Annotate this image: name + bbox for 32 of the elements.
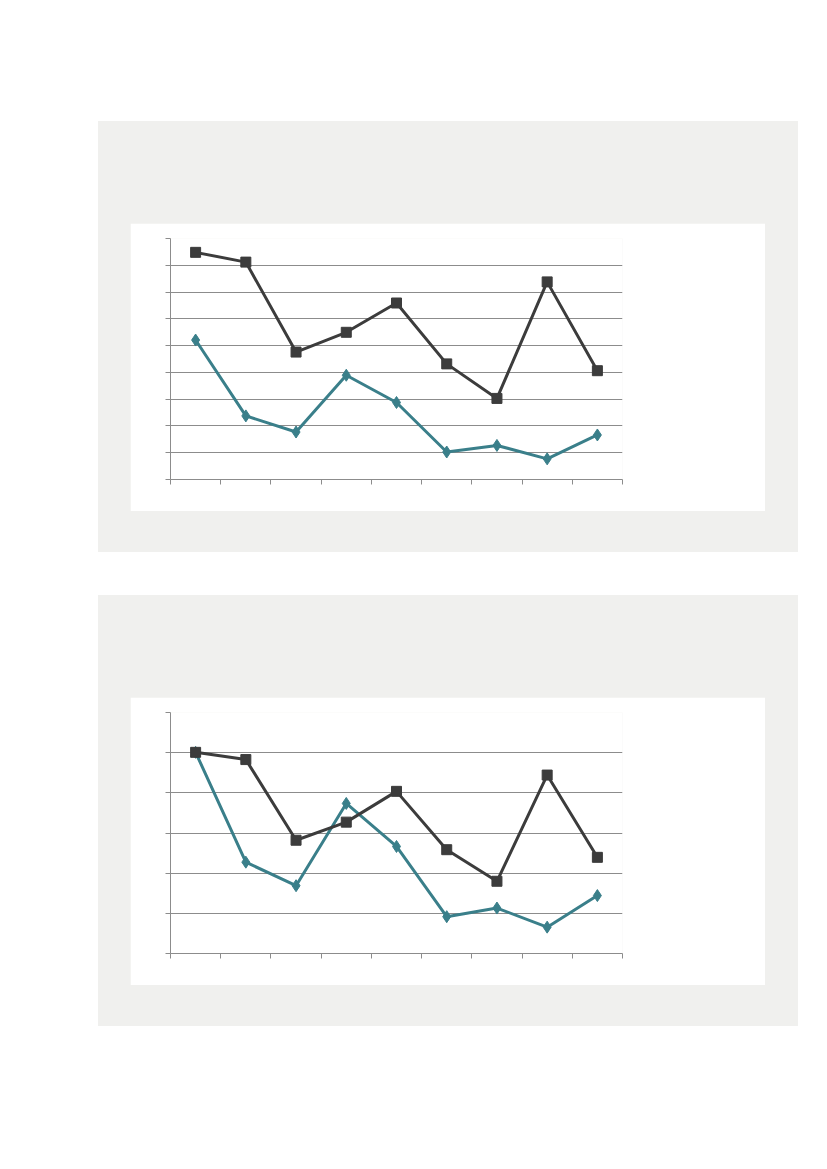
point: [542, 920, 552, 934]
point: [591, 365, 603, 377]
point: [290, 346, 302, 358]
point: [291, 425, 301, 439]
point: [541, 276, 553, 288]
point: [241, 855, 251, 869]
point: [241, 409, 251, 423]
point: [340, 326, 352, 338]
point: [341, 796, 351, 810]
point: [391, 785, 402, 797]
point: [240, 754, 252, 766]
point: [492, 438, 502, 452]
point: [191, 333, 201, 347]
point: [542, 452, 552, 466]
point: [442, 445, 452, 459]
point: [491, 392, 503, 404]
point: [592, 889, 602, 903]
point: [240, 256, 252, 268]
point: [441, 358, 453, 370]
point: [541, 769, 553, 781]
point: [491, 875, 503, 887]
point: [442, 910, 452, 924]
point: [190, 246, 202, 258]
point: [592, 428, 602, 442]
point: [340, 816, 352, 828]
point: [290, 834, 302, 846]
point: [291, 879, 301, 893]
point: [391, 297, 402, 309]
point: [492, 901, 502, 915]
point: [441, 844, 453, 856]
point: [341, 368, 351, 382]
point: [591, 851, 603, 863]
